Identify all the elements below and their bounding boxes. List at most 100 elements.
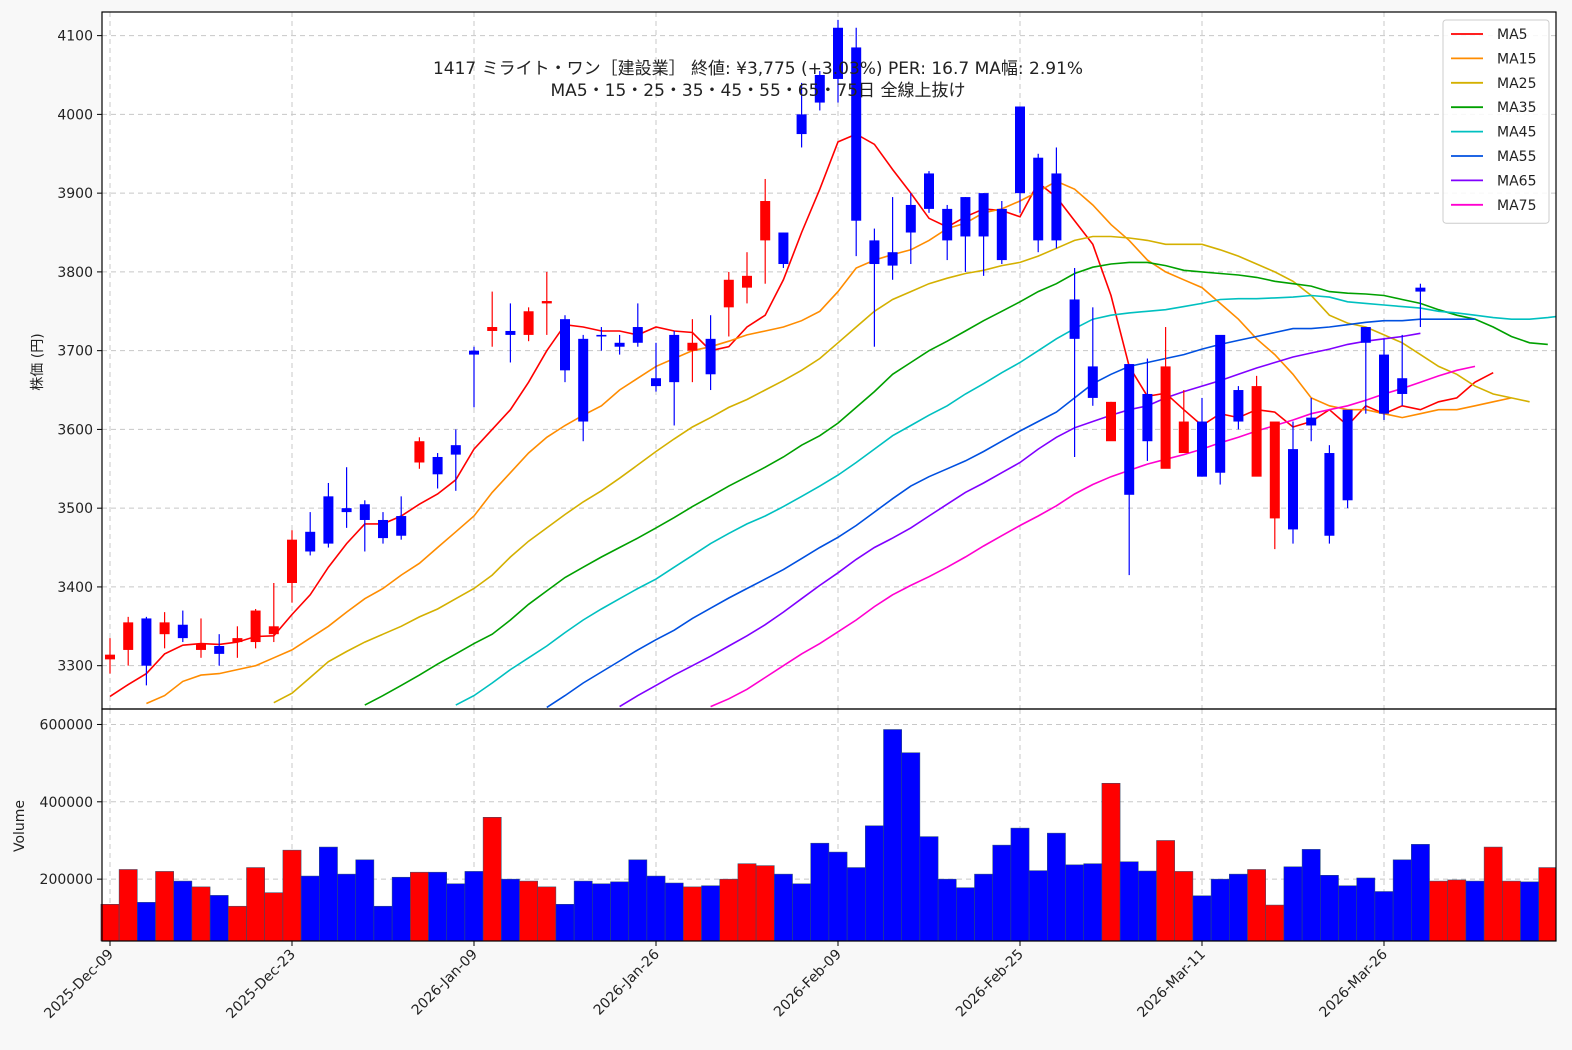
candle-body (414, 441, 425, 463)
ma-line-ma5 (109, 133, 1494, 698)
volume-bar (1138, 870, 1157, 942)
candle-body (578, 338, 589, 422)
volume-bar (919, 836, 939, 942)
candle-body (123, 622, 134, 650)
volume-bar (1429, 880, 1448, 942)
volume-bar (1047, 832, 1066, 942)
candle-body (760, 201, 771, 241)
candle-body (378, 519, 388, 539)
ma-line-ma45 (455, 294, 1556, 706)
candle-body (1269, 421, 1280, 519)
candle-body (924, 173, 934, 209)
candle-body (359, 504, 370, 520)
candle-body (833, 27, 843, 79)
volume-bar (191, 886, 211, 942)
candle-body (1360, 327, 1371, 343)
volume-bar (1083, 863, 1103, 942)
volume-bar (300, 875, 320, 942)
volume-tick-label: 400000 (40, 795, 93, 811)
candle-body (1324, 453, 1335, 536)
candle-body (250, 610, 261, 643)
candle-body (196, 643, 206, 650)
volume-bar (410, 871, 429, 942)
price-tick-label: 3400 (57, 580, 93, 596)
candle-body (651, 378, 661, 387)
volume-bar (683, 886, 702, 942)
volume-tick-label: 200000 (40, 872, 93, 888)
volume-bar (573, 880, 593, 942)
candle-body (742, 275, 752, 288)
price-axis-label: 株価 (円) (30, 333, 46, 390)
price-tick-label: 3900 (57, 186, 93, 202)
volume-bar (337, 873, 356, 942)
ma-line-ma65 (619, 332, 1421, 708)
volume-bar (1229, 873, 1248, 942)
candle-body (614, 342, 625, 347)
volume-bar (1301, 849, 1321, 942)
volume-bar (355, 859, 375, 942)
volume-bar (519, 880, 538, 942)
volume-bar (883, 729, 902, 942)
volume-bar (391, 876, 411, 942)
candle-body (1342, 409, 1353, 501)
candlesticks (105, 19, 1426, 686)
volume-bar (1447, 879, 1467, 942)
ma-line-ma55 (546, 318, 1475, 709)
candle-body (1160, 366, 1171, 469)
volume-bar (1465, 880, 1485, 942)
volume-bar (628, 859, 648, 942)
volume-bar (209, 895, 229, 942)
ma-line-ma25 (273, 235, 1530, 704)
candle-body (1069, 299, 1080, 339)
candle-body (1197, 421, 1207, 477)
volume-bar (1247, 869, 1266, 942)
candle-body (1379, 354, 1389, 414)
volume-bar (664, 882, 684, 942)
moving-average-lines (109, 133, 1556, 709)
volume-bar (446, 883, 466, 942)
candle-body (778, 232, 789, 265)
candle-body (1215, 334, 1226, 473)
candle-body (796, 114, 807, 135)
volume-bars (100, 729, 1557, 942)
ma-line-ma75 (710, 365, 1476, 708)
volume-bar (1483, 846, 1503, 942)
price-tick-label: 4000 (57, 107, 93, 123)
ma-line-ma35 (364, 261, 1548, 706)
volume-bar (1065, 864, 1084, 942)
volume-bar (1320, 875, 1339, 942)
volume-bar (1411, 844, 1430, 942)
volume-bar (1156, 840, 1175, 942)
candle-body (1251, 386, 1262, 477)
volume-bar (737, 863, 757, 942)
candle-body (396, 516, 407, 536)
volume-bar (1538, 867, 1557, 942)
candle-body (232, 638, 243, 643)
volume-tick-label: 600000 (40, 717, 93, 733)
volume-bar (610, 881, 629, 942)
volume-bar (155, 871, 174, 942)
candle-body (996, 208, 1007, 261)
volume-bar (1338, 885, 1357, 942)
candle-body (1288, 449, 1298, 530)
volume-bar (137, 902, 156, 942)
candle-body (560, 319, 570, 371)
legend-label: MA55 (1497, 149, 1536, 165)
volume-bar (701, 885, 720, 942)
volume-bar (282, 849, 302, 942)
candle-body (159, 622, 170, 635)
candle-body (960, 197, 971, 237)
volume-bar (1502, 880, 1521, 942)
candle-body (323, 496, 334, 544)
volume-bar (501, 878, 520, 942)
volume-axis-label: Volume (12, 800, 28, 852)
candle-body (1015, 106, 1025, 194)
price-tick-label: 4100 (57, 29, 93, 45)
volume-bar (774, 873, 793, 942)
volume-bar (646, 875, 666, 942)
volume-bar (1392, 859, 1412, 942)
candle-body (1415, 287, 1426, 292)
candle-body (632, 327, 643, 343)
legend-label: MA5 (1497, 27, 1528, 43)
